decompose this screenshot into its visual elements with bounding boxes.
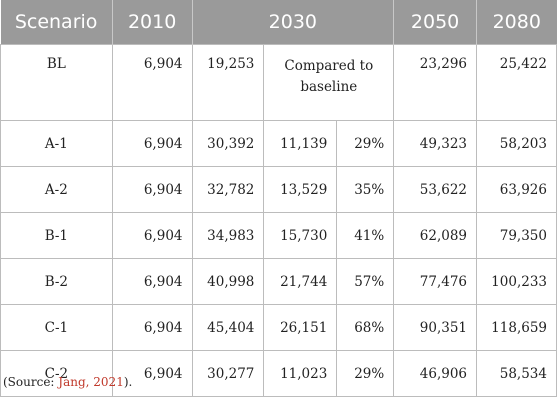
table-row-baseline: BL 6,904 19,253 Compared to baseline 23,… [0,44,557,121]
diff-2030: 26,151 [263,304,338,351]
diff-2030: 21,744 [263,258,338,305]
value-2010: 6,904 [111,212,193,259]
value-2050: 62,089 [393,212,478,259]
value-2010: 6,904 [111,166,193,213]
source-prefix: (Source: [3,375,59,389]
value-2050: 23,296 [393,44,478,121]
diff-2030: 15,730 [263,212,338,259]
source-suffix: ). [123,375,133,389]
value-2080: 25,422 [476,44,557,121]
value-2010: 6,904 [111,120,193,167]
value-2030: 30,392 [191,120,265,167]
value-2010: 6,904 [111,350,193,397]
value-2050: 49,323 [393,120,478,167]
pct-2030: 29% [336,350,395,397]
table-row: B-1 6,904 34,983 15,730 41% 62,089 79,35… [0,212,557,259]
value-2080: 100,233 [476,258,557,305]
scenario-table: Scenario 2010 2030 2050 2080 BL 6,904 19… [0,0,557,397]
value-2050: 90,351 [393,304,478,351]
value-2030: 34,983 [191,212,265,259]
value-2050: 46,906 [393,350,478,397]
header-2030: 2030 [192,0,395,45]
value-2080: 118,659 [476,304,557,351]
header-2010: 2010 [112,0,193,45]
source-link[interactable]: Jang, 2021 [58,375,124,389]
header-scenario: Scenario [0,0,113,45]
pct-2030: 35% [336,166,395,213]
scenario-cell: B-1 [0,212,113,259]
diff-2030: 11,023 [263,350,338,397]
header-2080: 2080 [476,0,557,45]
scenario-cell: A-1 [0,120,113,167]
scenario-cell: C-1 [0,304,113,351]
value-2030: 32,782 [191,166,265,213]
header-row: Scenario 2010 2030 2050 2080 [0,0,557,45]
value-2080: 79,350 [476,212,557,259]
source-caption: (Source: Jang, 2021). [3,375,132,389]
pct-2030: 68% [336,304,395,351]
diff-2030: 11,139 [263,120,338,167]
table-row: B-2 6,904 40,998 21,744 57% 77,476 100,2… [0,258,557,305]
value-2030: 30,277 [191,350,265,397]
value-2080: 63,926 [476,166,557,213]
scenario-cell: B-2 [0,258,113,305]
value-2010: 6,904 [111,258,193,305]
pct-2030: 29% [336,120,395,167]
value-2030: 40,998 [191,258,265,305]
scenario-cell: A-2 [0,166,113,213]
diff-2030: 13,529 [263,166,338,213]
table-row: C-2 6,904 30,277 11,023 29% 46,906 58,53… [0,350,557,397]
scenario-cell: C-2 [0,350,113,397]
value-2010: 6,904 [111,304,193,351]
table-row: C-1 6,904 45,404 26,151 68% 90,351 118,6… [0,304,557,351]
pct-2030: 57% [336,258,395,305]
value-2080: 58,534 [476,350,557,397]
value-2050: 53,622 [393,166,478,213]
compared-to-baseline-note: Compared to baseline [263,44,395,121]
scenario-cell: BL [0,44,113,121]
value-2010: 6,904 [111,44,193,121]
value-2050: 77,476 [393,258,478,305]
table-row: A-2 6,904 32,782 13,529 35% 53,622 63,92… [0,166,557,213]
table-row: A-1 6,904 30,392 11,139 29% 49,323 58,20… [0,120,557,167]
pct-2030: 41% [336,212,395,259]
value-2030: 19,253 [191,44,265,121]
header-2050: 2050 [393,0,478,45]
value-2030: 45,404 [191,304,265,351]
value-2080: 58,203 [476,120,557,167]
